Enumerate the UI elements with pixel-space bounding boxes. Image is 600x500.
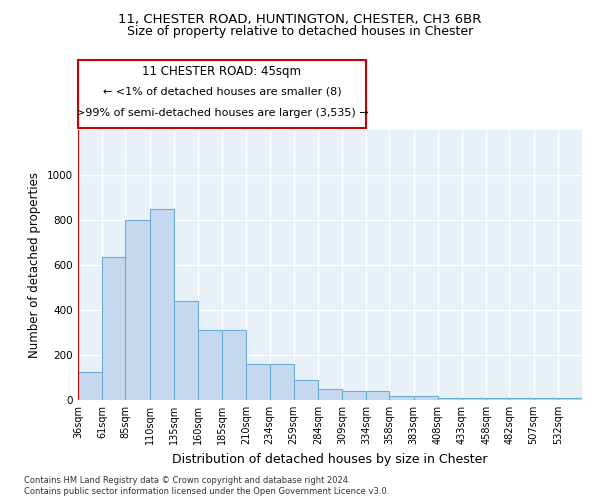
Bar <box>222 330 247 400</box>
Bar <box>413 396 438 400</box>
Y-axis label: Number of detached properties: Number of detached properties <box>28 172 41 358</box>
Text: ← <1% of detached houses are smaller (8): ← <1% of detached houses are smaller (8) <box>103 86 341 97</box>
Bar <box>149 209 174 400</box>
Bar <box>125 220 149 400</box>
Bar <box>509 398 533 400</box>
Text: 11 CHESTER ROAD: 45sqm: 11 CHESTER ROAD: 45sqm <box>143 65 302 78</box>
Bar <box>102 257 125 400</box>
Bar <box>294 380 318 400</box>
Bar <box>198 330 222 400</box>
Text: 11, CHESTER ROAD, HUNTINGTON, CHESTER, CH3 6BR: 11, CHESTER ROAD, HUNTINGTON, CHESTER, C… <box>118 12 482 26</box>
Bar <box>366 391 389 400</box>
Text: >99% of semi-detached houses are larger (3,535) →: >99% of semi-detached houses are larger … <box>76 108 368 118</box>
Bar <box>438 398 462 400</box>
Bar <box>389 396 413 400</box>
Bar <box>462 398 486 400</box>
Text: Contains HM Land Registry data © Crown copyright and database right 2024.: Contains HM Land Registry data © Crown c… <box>24 476 350 485</box>
Bar <box>486 398 509 400</box>
Bar <box>247 364 269 400</box>
Bar <box>342 391 366 400</box>
Bar <box>318 389 342 400</box>
Bar <box>558 398 582 400</box>
Bar <box>269 364 294 400</box>
Text: Contains public sector information licensed under the Open Government Licence v3: Contains public sector information licen… <box>24 487 389 496</box>
Bar <box>174 301 198 400</box>
Text: Size of property relative to detached houses in Chester: Size of property relative to detached ho… <box>127 25 473 38</box>
X-axis label: Distribution of detached houses by size in Chester: Distribution of detached houses by size … <box>172 452 488 466</box>
Bar <box>533 398 558 400</box>
Bar <box>78 372 102 400</box>
